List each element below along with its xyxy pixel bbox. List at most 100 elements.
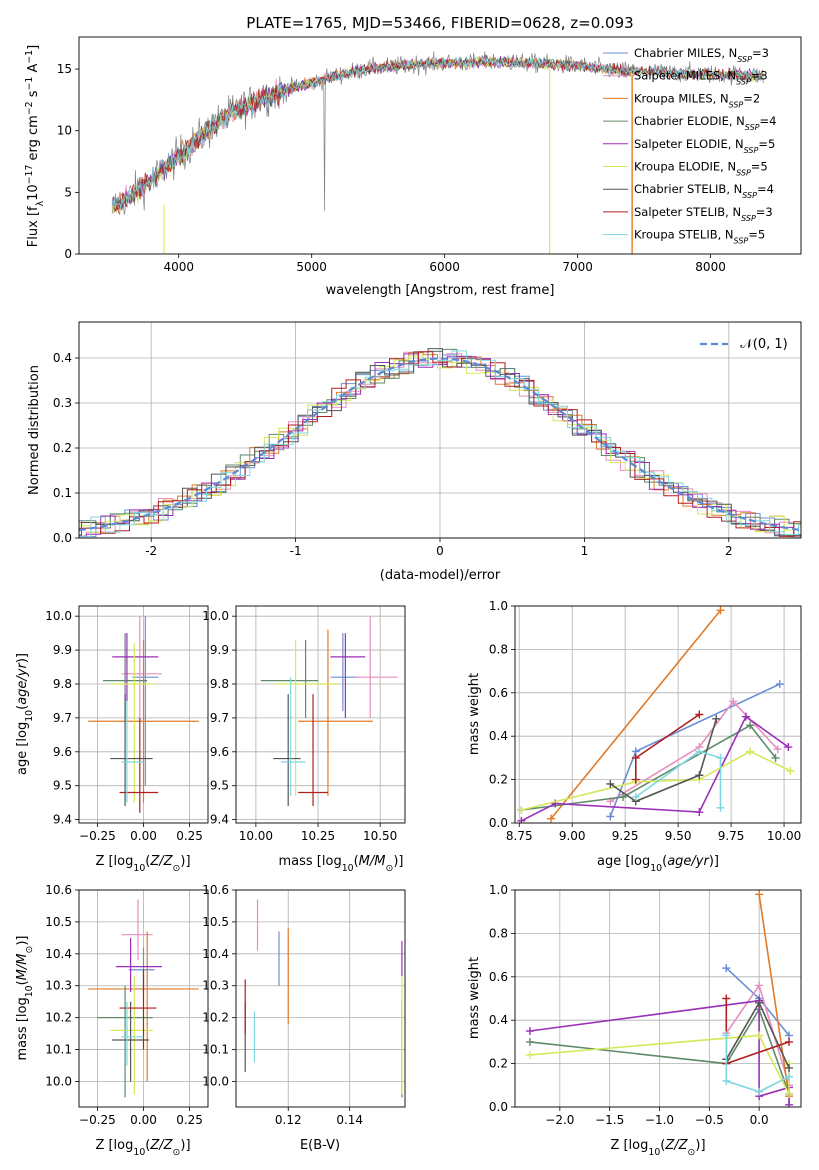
x-tick-label: 10.50: [363, 829, 397, 843]
x-tick-label: −0.25: [79, 1113, 116, 1127]
age_vs_mass-plot-area: [236, 606, 405, 823]
weight-marker-chab_stelib: [712, 714, 721, 723]
y-tick-label: 10.3: [45, 979, 72, 993]
axes-frame: [235, 889, 406, 1108]
weight-marker-chab_elodie: [771, 753, 780, 762]
weight-marker-krou_elodie: [517, 805, 526, 814]
residual-histogram-krou_stelib: [79, 350, 801, 538]
weight-line-salp_miles: [609, 700, 779, 802]
y-axis-label: mass weight: [467, 957, 482, 1039]
x-tick-label: 9.75: [718, 829, 745, 843]
y-tick-label: 0.8: [489, 926, 508, 940]
y-tick-label: 5: [64, 185, 72, 199]
weight-marker-salp_elodie: [551, 799, 560, 808]
y-tick-label: 10.6: [202, 883, 229, 897]
axes-frame: [78, 36, 802, 255]
x-axis-label: age [log10(age/yr)]: [597, 854, 719, 874]
x-tick-label: 1: [581, 544, 589, 558]
y-tick-label: 0.4: [489, 1013, 508, 1027]
weight-marker-krou_miles: [755, 890, 764, 899]
weight-marker-salp_stelib: [631, 753, 640, 762]
weight-marker-salp_stelib: [722, 994, 731, 1003]
clipped-content: [517, 606, 795, 823]
x-tick-label: 0.0: [750, 1113, 769, 1127]
y-tick-label: 0.4: [489, 729, 508, 743]
y-tick-label: 10.5: [45, 915, 72, 929]
y-axis-label: Normed distribution: [27, 365, 42, 495]
x-tick-label: 10.00: [767, 829, 801, 843]
y-tick-label: 0.4: [53, 351, 72, 365]
weight-marker-krou_elodie: [755, 1031, 764, 1040]
y-tick-label: 0.0: [53, 531, 72, 545]
weight-marker-krou_stelib: [755, 1087, 764, 1096]
weight-line-krou_stelib: [725, 1035, 790, 1093]
clipped-content: [525, 890, 794, 1107]
y-tick-label: 0: [64, 247, 72, 261]
y-axis-label: mass weight: [467, 673, 482, 755]
y-tick-label: 0.6: [489, 686, 508, 700]
weight-marker-chab_miles: [775, 680, 784, 689]
x-tick-label: 0.14: [336, 1113, 363, 1127]
weight-marker-salp_miles: [729, 697, 738, 706]
legend-label: Kroupa STELIB, NSSP=5: [634, 228, 765, 246]
y-tick-label: 1.0: [489, 883, 508, 897]
x-tick-label: 9.00: [559, 829, 586, 843]
weight-marker-chab_miles: [606, 812, 615, 821]
weight_vs_age-panel: 8.75 9.00 9.25 9.50 9.75 10.00 0.0 0.2 0.4 0.6 0.8…: [467, 599, 802, 874]
weight-marker-chab_elodie: [619, 792, 628, 801]
weight-marker-krou_miles: [547, 814, 556, 823]
weight-line-krou_stelib: [635, 750, 722, 808]
y-tick-label: 10.0: [202, 609, 229, 623]
y-tick-label: 10.4: [45, 947, 72, 961]
clipped-content: [79, 348, 801, 538]
weight-marker-salp_elodie: [517, 816, 526, 823]
age_vs_mass-panel: 10.00 10.25 10.50 9.4 9.5 9.6 9.7 9.8 9.9 10.0 mas…: [202, 605, 406, 874]
x-tick-label: −1.0: [645, 1113, 674, 1127]
x-tick-label: 2: [725, 544, 733, 558]
legend-label: Kroupa ELODIE, NSSP=5: [634, 160, 768, 178]
y-tick-label: 10.2: [45, 1011, 72, 1025]
axes-frame: [514, 889, 802, 1108]
x-tick-label: 0.12: [275, 1113, 302, 1127]
weight-marker-chab_stelib: [695, 771, 704, 780]
x-axis-label: (data-model)/error: [380, 568, 501, 583]
y-tick-label: 9.9: [210, 643, 229, 657]
weight-marker-krou_elodie: [786, 766, 795, 775]
y-tick-label: 0.0: [489, 1100, 508, 1114]
x-axis-label: Z [log10(Z/Z⊙)]: [610, 1138, 705, 1158]
legend-label: Salpeter MILES, NSSP=3: [634, 69, 768, 87]
spectrum-data-line: [111, 51, 764, 215]
y-tick-label: 0.0: [489, 816, 508, 830]
clipped-content: [88, 899, 199, 1098]
y-tick-label: 10.2: [202, 1011, 229, 1025]
y-tick-label: 10.1: [45, 1043, 72, 1057]
y-tick-label: 9.8: [210, 677, 229, 691]
y-tick-label: 9.5: [53, 779, 72, 793]
y-tick-label: 0.8: [489, 642, 508, 656]
y-tick-label: 9.4: [210, 813, 229, 827]
x-tick-label: 4000: [163, 260, 194, 274]
legend-label: Salpeter ELODIE, NSSP=5: [634, 137, 775, 155]
legend-label: Chabrier MILES, NSSP=3: [634, 46, 769, 64]
weight-marker-salp_elodie: [784, 743, 793, 752]
y-tick-label: 9.7: [53, 711, 72, 725]
y-tick-label: 9.8: [53, 677, 72, 691]
weight-marker-chab_elodie: [525, 1037, 534, 1046]
y-tick-label: 10.4: [202, 947, 229, 961]
mass_vs_Z-panel: −0.25 0.00 0.25 10.0 10.1 10.2 10.3 10.4 10.5 10.…: [15, 883, 209, 1158]
figure-title: PLATE=1765, MJD=53466, FIBERID=0628, z=0…: [246, 14, 633, 32]
weight-marker-krou_stelib: [716, 753, 725, 762]
y-tick-label: 10.5: [202, 915, 229, 929]
y-axis-label: mass [log10(M/M⊙)]: [15, 936, 35, 1061]
x-tick-label: 0.00: [130, 1113, 157, 1127]
weight-marker-chab_stelib: [785, 1063, 794, 1072]
legend-label: Chabrier ELODIE, NSSP=4: [634, 114, 776, 132]
y-tick-label: 10.0: [45, 1074, 72, 1088]
weight-marker-salp_stelib: [631, 775, 640, 784]
x-axis-label: Z [log10(Z/Z⊙)]: [95, 854, 190, 874]
axes-frame: [78, 605, 209, 824]
weight-marker-krou_stelib: [695, 747, 704, 756]
weight-marker-krou_stelib: [722, 1076, 731, 1085]
